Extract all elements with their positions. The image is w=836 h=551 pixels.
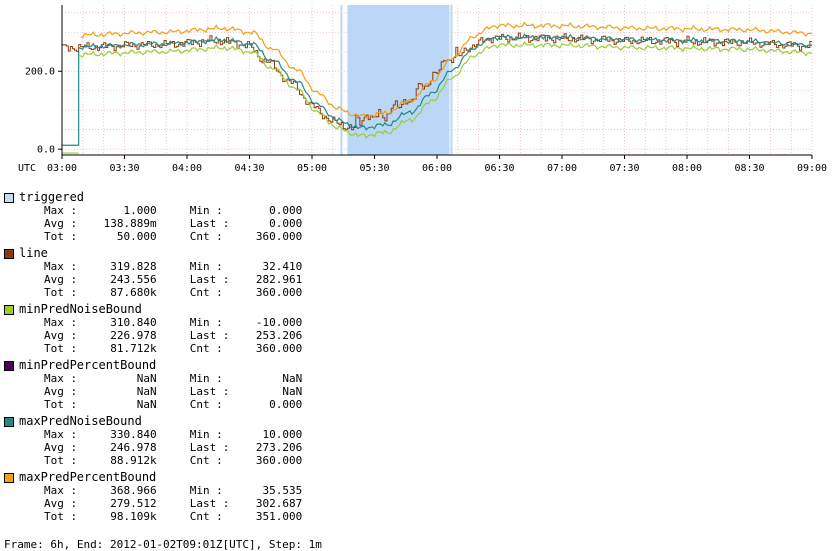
legend-stat-row: Max : 310.840 Min : -10.000 [44, 316, 303, 329]
legend-stat-row: Tot : 98.109k Cnt : 351.000 [44, 510, 303, 523]
x-tick-label: 03:30 [109, 163, 139, 174]
x-tick-label: 07:00 [547, 163, 577, 174]
legend-stat-row: Tot : 88.912k Cnt : 360.000 [44, 454, 303, 467]
legend-stat-row: Max : 319.828 Min : 32.410 [44, 260, 303, 273]
x-tick-label: 06:30 [484, 163, 514, 174]
legend-stat-row: Max : 330.840 Min : 10.000 [44, 428, 303, 441]
x-tick-label: 08:30 [734, 163, 764, 174]
legend-stat-row: Tot : 50.000 Cnt : 360.000 [44, 230, 303, 243]
series-maxPredNoiseBound [78, 33, 813, 131]
x-tick-label: 04:30 [234, 163, 264, 174]
series-maxPredPercentBound [80, 21, 813, 120]
legend-stat-row: Avg : 226.978 Last : 253.206 [44, 329, 303, 342]
legend-entry: minPredPercentBound Max : NaN Min : NaN Av… [4, 358, 404, 414]
legend-stat-row: Tot : 81.712k Cnt : 360.000 [44, 342, 303, 355]
x-tick-label: 04:00 [172, 163, 202, 174]
legend-entry: triggered Max : 1.000 Min : 0.000 Avg : 13… [4, 190, 404, 246]
legend-stat-row: Avg : 243.556 Last : 282.961 [44, 273, 303, 286]
series-maxPredNoiseBound-start [62, 51, 80, 146]
chart-axes: 03:00 03:30 04:00 04:30 05:00 05:30 06:00 06:30… [25, 5, 827, 174]
legend-stat-row: Avg : 279.512 Last : 302.687 [44, 497, 303, 510]
legend-entry: maxPredPercentBound Max : 368.966 Min : 3… [4, 470, 404, 526]
footer-info: Frame: 6h, End: 2012-01-02T09:01Z[UTC], … [4, 538, 322, 551]
series-layer [62, 21, 813, 154]
legend-entry: maxPredNoiseBound Max : 330.840 Min : 10.… [4, 414, 404, 470]
legend-stat-row: Max : 1.000 Min : 0.000 [44, 204, 303, 217]
legend-entry: minPredNoiseBound Max : 310.840 Min : -10… [4, 302, 404, 358]
x-tick-label: 05:00 [297, 163, 327, 174]
legend-stat-row: Avg : 138.889m Last : 0.000 [44, 217, 303, 230]
x-tick-label: 05:30 [359, 163, 389, 174]
legend-swatch [4, 249, 14, 259]
legend-series-name: triggered [19, 190, 85, 204]
legend-stat-row: Max : 368.966 Min : 35.535 [44, 484, 303, 497]
y-tick-label: 200.0 [25, 67, 55, 78]
legend-entry: line Max : 319.828 Min : 32.410 Avg : 243.… [4, 246, 404, 302]
legend-swatch [4, 305, 14, 315]
legend-stat-row: Avg : NaN Last : NaN [44, 385, 303, 398]
legend: triggered Max : 1.000 Min : 0.000 Avg : 13… [4, 190, 404, 526]
x-tick-label: 08:00 [672, 163, 702, 174]
legend-stat-row: Tot : NaN Cnt : 0.000 [44, 398, 303, 411]
legend-swatch [4, 417, 14, 427]
legend-series-name: minPredPercentBound [19, 358, 157, 372]
legend-stat-row: Max : NaN Min : NaN [44, 372, 303, 385]
timezone-label: UTC [18, 163, 36, 174]
legend-swatch [4, 473, 14, 483]
legend-stat-row: Tot : 87.680k Cnt : 360.000 [44, 286, 303, 299]
legend-swatch [4, 193, 14, 203]
legend-series-name: line [19, 246, 48, 260]
legend-series-name: maxPredPercentBound [19, 470, 157, 484]
legend-swatch [4, 361, 14, 371]
x-tick-label: 07:30 [609, 163, 639, 174]
legend-series-name: maxPredNoiseBound [19, 414, 142, 428]
x-tick-label: 06:00 [422, 163, 452, 174]
triggered-span [347, 5, 450, 155]
chart: 03:00 03:30 04:00 04:30 05:00 05:30 06:00 06:30… [18, 5, 827, 174]
y-tick-label: 0.0 [37, 145, 55, 156]
legend-stat-row: Avg : 246.978 Last : 273.206 [44, 441, 303, 454]
x-tick-label: 09:00 [797, 163, 827, 174]
legend-series-name: minPredNoiseBound [19, 302, 142, 316]
series-minPredNoiseBound [78, 41, 813, 139]
triggered-span-layer [340, 5, 453, 155]
x-tick-label: 03:00 [47, 163, 77, 174]
